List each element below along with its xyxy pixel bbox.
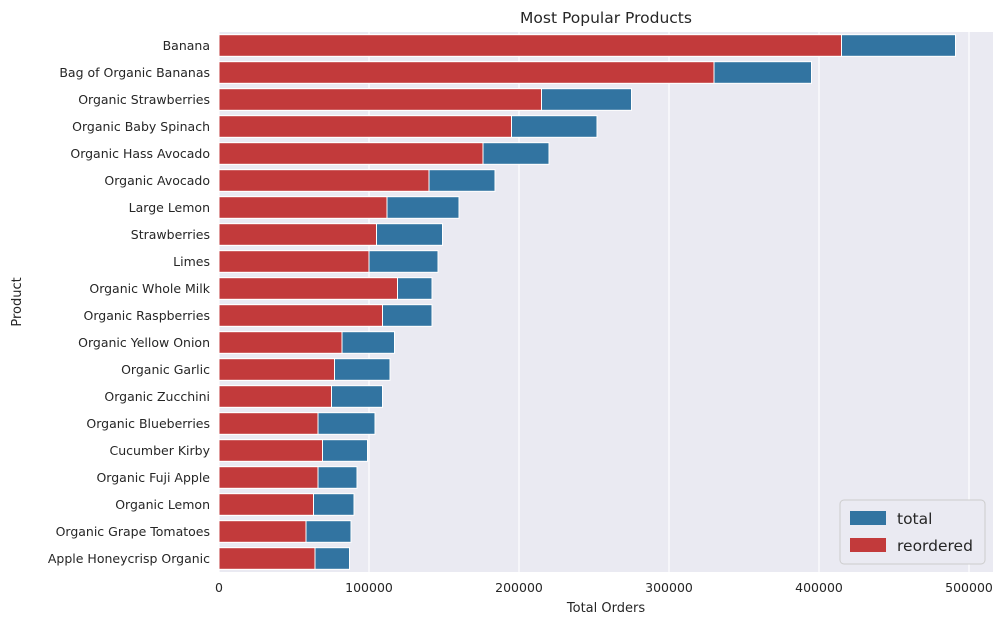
y-tick-label: Cucumber Kirby (109, 443, 210, 458)
bar-reordered (218, 304, 383, 327)
bar-reordered (218, 250, 370, 273)
y-tick-label: Large Lemon (129, 200, 210, 215)
bar-reordered (218, 331, 343, 354)
bar-reordered (218, 277, 398, 300)
y-tick-label: Organic Blueberries (86, 416, 210, 431)
bar-reordered (218, 223, 377, 246)
bar-reordered (218, 34, 842, 57)
bar-reordered (218, 412, 319, 435)
y-tick-label: Organic Strawberries (78, 92, 210, 107)
bars (218, 34, 956, 570)
y-tick-labels: Banana Bag of Organic Bananas Organic Stra… (48, 38, 211, 566)
chart-title: Most Popular Products (520, 9, 692, 27)
x-tick-label: 300000 (645, 580, 693, 595)
x-tick-label: 500000 (945, 580, 993, 595)
bar-reordered (218, 520, 307, 543)
y-tick-label: Organic Avocado (104, 173, 210, 188)
y-tick-label: Organic Garlic (121, 362, 210, 377)
bar-reordered (218, 61, 715, 84)
y-tick-label: Bag of Organic Bananas (59, 65, 210, 80)
x-tick-label: 400000 (795, 580, 843, 595)
y-tick-label: Organic Zucchini (104, 389, 210, 404)
bar-reordered (218, 466, 319, 489)
y-tick-label: Organic Yellow Onion (78, 335, 210, 350)
y-tick-label: Strawberries (131, 227, 210, 242)
bar-reordered (218, 142, 484, 165)
y-tick-label: Organic Fuji Apple (96, 470, 210, 485)
bar-reordered (218, 169, 430, 192)
legend-label-reordered: reordered (897, 537, 973, 555)
legend-label-total: total (897, 510, 932, 528)
x-tick-labels: 0 100000 200000 300000 400000 500000 (215, 580, 993, 595)
legend: total reordered (839, 499, 986, 565)
x-tick-label: 100000 (345, 580, 393, 595)
y-tick-label: Organic Whole Milk (89, 281, 210, 296)
x-tick-label: 200000 (495, 580, 543, 595)
x-axis-label: Total Orders (566, 601, 645, 616)
bar-reordered (218, 385, 332, 408)
y-tick-label: Organic Grape Tomatoes (56, 524, 210, 539)
x-tick-label: 0 (215, 580, 223, 595)
bar-reordered (218, 358, 335, 381)
y-tick-label: Organic Hass Avocado (70, 146, 210, 161)
y-tick-label: Limes (173, 254, 210, 269)
y-tick-label: Organic Baby Spinach (72, 119, 210, 134)
legend-swatch-reordered (850, 538, 886, 552)
y-tick-label: Organic Raspberries (84, 308, 210, 323)
plot-background (219, 32, 993, 572)
y-tick-label: Apple Honeycrisp Organic (48, 551, 210, 566)
bar-reordered (218, 493, 314, 516)
bar-reordered (218, 547, 316, 570)
y-tick-label: Banana (163, 38, 210, 53)
y-tick-label: Organic Lemon (115, 497, 210, 512)
bar-reordered (218, 88, 542, 111)
y-axis-label: Product (10, 277, 25, 326)
legend-swatch-total (850, 511, 886, 525)
bar-reordered (218, 439, 323, 462)
bar-reordered (218, 115, 512, 138)
bar-reordered (218, 196, 388, 219)
